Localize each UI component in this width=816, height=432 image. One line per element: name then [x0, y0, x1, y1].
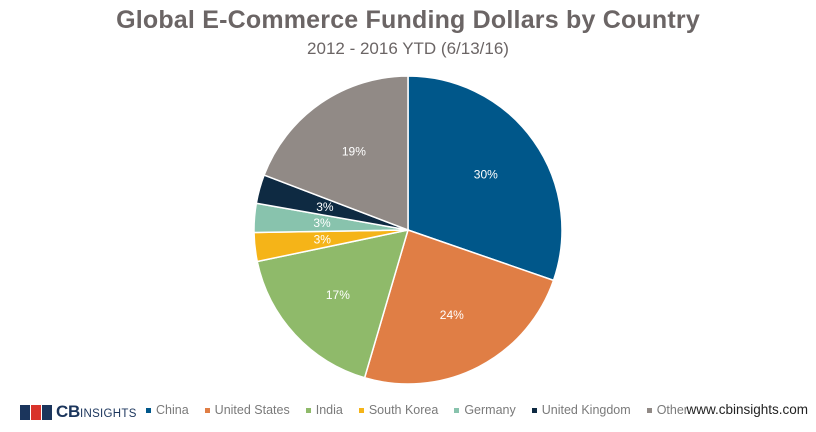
- legend-item-united-states: United States: [204, 403, 290, 417]
- legend-swatch: [146, 407, 151, 413]
- pie-slice-united-states: [363, 229, 555, 385]
- legend-label: China: [156, 403, 189, 417]
- legend-swatch: [531, 407, 537, 413]
- cb-insights-logo: CBINSIGHTS: [20, 402, 137, 422]
- chart-title: Global E-Commerce Funding Dollars by Cou…: [116, 6, 700, 34]
- data-label-south-korea: 3%: [314, 233, 332, 247]
- data-label-united-states: 24%: [440, 308, 464, 322]
- legend-item-germany: Germany: [454, 403, 516, 417]
- legend-swatch: [454, 407, 460, 413]
- logo-text: CBINSIGHTS: [56, 402, 137, 421]
- legend-label: South Korea: [368, 403, 439, 417]
- legend-item-united-kingdom: United Kingdom: [531, 403, 631, 417]
- legend-swatch: [358, 407, 364, 413]
- legend-label: United Kingdom: [541, 403, 631, 417]
- legend-swatch: [204, 407, 210, 413]
- legend-item-other: Other: [646, 403, 688, 417]
- data-label-germany: 3%: [313, 216, 331, 230]
- pie-slice-china: [407, 75, 563, 282]
- data-label-united-kingdom: 3%: [316, 200, 334, 214]
- logo-mark-icon: [20, 404, 53, 420]
- data-label-india: 17%: [326, 288, 350, 302]
- pie-slice-other: [263, 75, 409, 232]
- data-label-china: 30%: [474, 168, 498, 182]
- legend-label: India: [315, 403, 343, 417]
- website-url: www.cbinsights.com: [686, 402, 808, 417]
- legend-item-south-korea: South Korea: [358, 403, 439, 417]
- legend-label: Other: [656, 403, 688, 417]
- legend-label: United States: [214, 403, 290, 417]
- legend-item-china: China: [146, 403, 189, 417]
- legend-item-india: India: [305, 403, 343, 417]
- data-label-other: 19%: [342, 144, 366, 158]
- chart-legend: China United States India South Korea German…: [146, 403, 704, 417]
- chart-subtitle: 2012 - 2016 YTD (6/13/16): [307, 39, 509, 58]
- legend-swatch: [646, 407, 652, 413]
- legend-label: Germany: [464, 403, 516, 417]
- pie-slice-india: [256, 229, 410, 379]
- legend-swatch: [305, 407, 311, 413]
